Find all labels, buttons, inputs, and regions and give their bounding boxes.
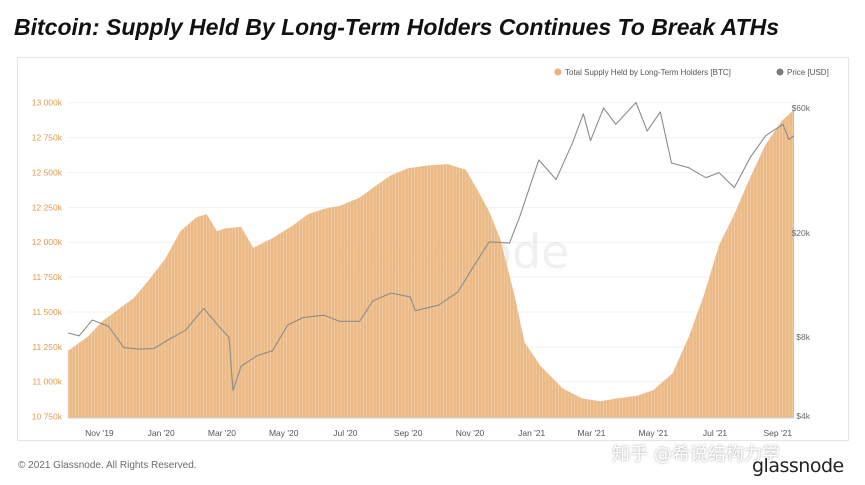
copyright-text: © 2021 Glassnode. All Rights Reserved.: [18, 460, 197, 471]
legend-price-label: Price [USD]: [787, 68, 829, 77]
right-tick-label-2: $20k: [792, 228, 811, 238]
x-tick-label-10: Jul '21: [703, 428, 728, 438]
x-tick-label-7: Jan '21: [518, 428, 545, 438]
legend: Total Supply Held by Long-Term Holders […: [554, 68, 829, 77]
legend-supply-label: Total Supply Held by Long-Term Holders […: [565, 68, 731, 77]
left-axis: 10 750k 11 000k 11 250k 11 500k 11 750k 12 00…: [32, 98, 63, 422]
legend-supply-swatch: [554, 68, 562, 76]
right-tick-label-1: $8k: [796, 332, 810, 342]
x-tick-label-6: Nov '20: [456, 428, 485, 438]
left-tick-label-3: 11 500k: [32, 307, 62, 317]
price-line-layer: [67, 101, 795, 392]
left-tick-label-9: 13 000k: [32, 98, 63, 108]
left-tick-label-5: 12 000k: [32, 237, 63, 247]
x-tick-label-4: Jul '20: [333, 428, 358, 438]
left-tick-label-7: 12 500k: [32, 168, 63, 178]
x-tick-label-9: May '21: [639, 428, 669, 438]
x-tick-label-8: Mar '21: [577, 428, 605, 438]
glassnode-logo: glassnode: [752, 455, 844, 477]
left-tick-label-6: 12 250k: [32, 202, 63, 212]
right-tick-label-0: $4k: [796, 411, 810, 421]
x-tick-label-11: Sep '21: [764, 428, 793, 438]
x-tick-label-1: Jan '20: [148, 428, 175, 438]
right-axis: $4k $8k $20k $60k: [792, 103, 811, 421]
right-tick-label-3: $60k: [792, 103, 811, 113]
left-tick-label-4: 11 750k: [32, 272, 62, 282]
x-tick-label-0: Nov '19: [85, 428, 114, 438]
supply-area-layer: [67, 109, 795, 418]
left-tick-label-2: 11 250k: [32, 342, 62, 352]
x-tick-label-5: Sep '20: [394, 428, 423, 438]
left-tick-label-1: 11 000k: [32, 377, 62, 387]
x-tick-label-2: Mar '20: [208, 428, 236, 438]
left-tick-label-0: 10 750k: [32, 412, 63, 422]
x-axis: Nov '19 Jan '20 Mar '20 May '20 Jul '20 Sep '…: [68, 417, 794, 438]
overlay-watermark: 知乎 @希说结构力学: [612, 444, 780, 465]
left-tick-label-8: 12 750k: [32, 133, 63, 143]
legend-price-swatch: [776, 68, 784, 76]
x-tick-label-3: May '20: [269, 428, 299, 438]
supply-area: [68, 109, 794, 418]
chart-headline: Bitcoin: Supply Held By Long-Term Holder…: [14, 14, 780, 40]
